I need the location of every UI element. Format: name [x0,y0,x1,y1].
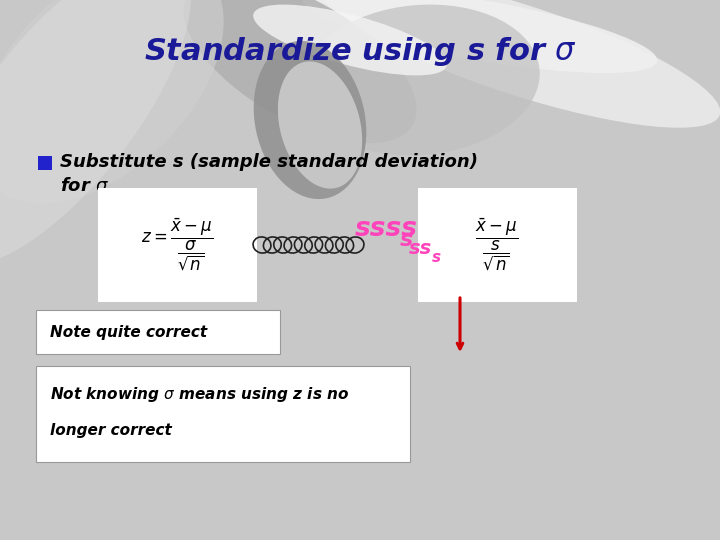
Ellipse shape [184,0,416,143]
Ellipse shape [300,4,540,156]
FancyBboxPatch shape [418,188,577,302]
Ellipse shape [0,0,191,267]
Text: Note quite correct: Note quite correct [50,325,207,340]
Text: $z = \dfrac{\bar{x} - \mu}{\dfrac{\sigma}{\sqrt{n}}}$: $z = \dfrac{\bar{x} - \mu}{\dfrac{\sigma… [141,217,213,273]
Text: for $\sigma$: for $\sigma$ [60,177,109,195]
Text: Standardize using s for $\sigma$: Standardize using s for $\sigma$ [143,36,577,69]
FancyBboxPatch shape [98,188,257,302]
FancyBboxPatch shape [36,310,280,354]
Ellipse shape [0,0,224,204]
FancyBboxPatch shape [36,366,410,462]
Text: ss: ss [409,239,432,258]
Text: Substitute s (sample standard deviation): Substitute s (sample standard deviation) [60,153,478,171]
Ellipse shape [320,0,720,128]
Text: $\dfrac{\bar{x} - \mu}{\dfrac{s}{\sqrt{n}}}$: $\dfrac{\bar{x} - \mu}{\dfrac{s}{\sqrt{n… [475,217,518,273]
Ellipse shape [253,41,366,199]
Text: longer correct: longer correct [50,422,172,437]
Ellipse shape [278,62,362,188]
Text: s: s [432,249,441,265]
Ellipse shape [302,0,657,73]
Ellipse shape [253,5,447,76]
Text: ssss: ssss [355,216,418,242]
Text: Not knowing $\sigma$ means using z is no: Not knowing $\sigma$ means using z is no [50,386,349,404]
Bar [38,156,52,170]
Text: s: s [400,230,413,250]
